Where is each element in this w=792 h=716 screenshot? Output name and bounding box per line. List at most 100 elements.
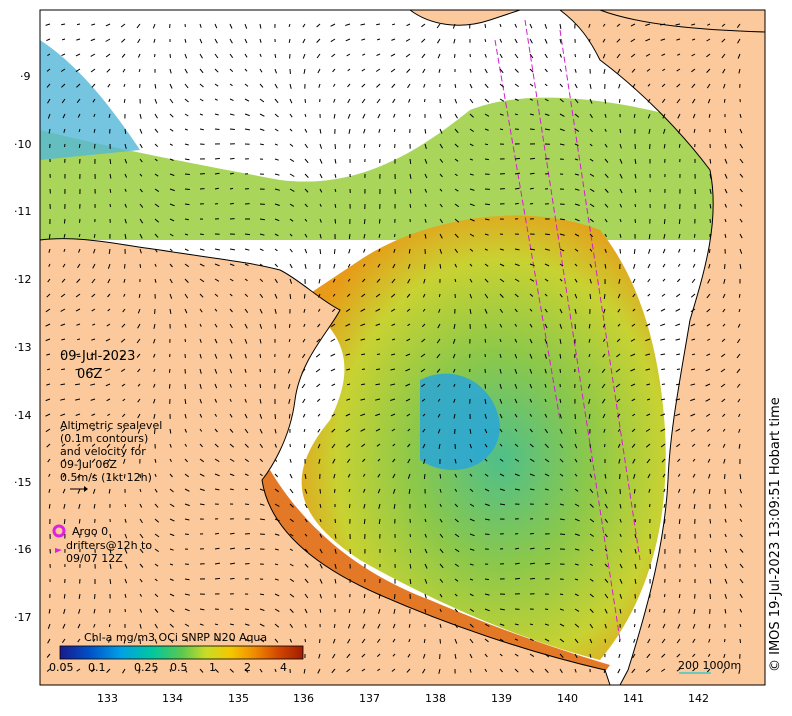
velocity-arrow	[529, 458, 535, 463]
velocity-arrow	[62, 488, 66, 494]
velocity-arrow	[46, 653, 51, 658]
velocity-arrow	[199, 503, 205, 506]
velocity-arrow	[677, 113, 681, 119]
velocity-arrow	[303, 308, 306, 313]
velocity-arrow	[739, 518, 743, 522]
velocity-arrow	[661, 653, 666, 658]
velocity-arrow	[391, 278, 396, 284]
velocity-arrow	[619, 233, 622, 238]
velocity-arrow	[154, 608, 159, 613]
velocity-arrow	[318, 293, 321, 298]
velocity-arrow	[738, 308, 741, 313]
velocity-arrow	[706, 668, 711, 673]
colorbar-tick-0.5: 0.5	[170, 661, 188, 674]
velocity-arrow	[139, 113, 142, 119]
velocity-arrow	[153, 398, 156, 404]
velocity-arrow	[559, 38, 562, 44]
velocity-arrow	[589, 638, 593, 644]
velocity-arrow	[93, 248, 96, 254]
velocity-arrow	[559, 533, 566, 535]
velocity-arrow	[363, 143, 366, 148]
velocity-arrow	[603, 428, 606, 433]
velocity-arrow	[616, 53, 621, 59]
velocity-arrow	[360, 413, 366, 417]
lat-label-11: ·11	[14, 205, 32, 218]
velocity-arrow	[739, 158, 744, 164]
velocity-arrow	[169, 218, 175, 222]
velocity-arrow	[153, 353, 156, 358]
velocity-arrow	[645, 338, 651, 342]
velocity-arrow	[574, 623, 580, 628]
velocity-arrow	[214, 293, 219, 297]
velocity-arrow	[333, 623, 336, 628]
velocity-arrow	[124, 158, 128, 164]
velocity-arrow	[630, 338, 636, 342]
velocity-arrow	[634, 533, 637, 539]
velocity-arrow	[544, 413, 548, 418]
velocity-arrow	[244, 547, 250, 550]
velocity-arrow	[544, 443, 549, 448]
velocity-arrow	[360, 323, 366, 327]
velocity-arrow	[274, 263, 279, 268]
velocity-arrow	[559, 308, 563, 314]
velocity-arrow	[229, 532, 235, 535]
velocity-arrow	[229, 248, 235, 251]
velocity-arrow	[675, 323, 681, 327]
velocity-arrow	[287, 383, 291, 389]
velocity-arrow	[618, 458, 621, 464]
velocity-arrow	[376, 443, 381, 447]
velocity-arrow	[137, 308, 141, 314]
velocity-arrow	[199, 38, 203, 44]
velocity-arrow	[154, 503, 159, 508]
velocity-arrow	[423, 458, 426, 464]
velocity-arrow	[169, 563, 174, 566]
velocity-arrow	[363, 128, 366, 134]
velocity-arrow	[288, 23, 291, 28]
velocity-arrow	[408, 638, 411, 643]
velocity-arrow	[529, 413, 533, 417]
velocity-arrow	[631, 428, 636, 433]
velocity-arrow	[724, 473, 726, 479]
velocity-arrow	[330, 338, 336, 342]
velocity-arrow	[589, 203, 595, 208]
velocity-arrow	[423, 473, 426, 479]
velocity-arrow	[214, 323, 218, 328]
velocity-arrow	[184, 518, 190, 521]
velocity-arrow	[123, 83, 126, 87]
velocity-arrow	[139, 623, 142, 629]
velocity-arrow	[559, 278, 563, 282]
velocity-arrow	[244, 68, 248, 72]
velocity-arrow	[274, 548, 279, 551]
velocity-arrow	[514, 187, 520, 190]
velocity-arrow	[617, 293, 621, 299]
velocity-arrow	[48, 263, 51, 267]
velocity-arrow	[499, 368, 502, 374]
velocity-arrow	[184, 308, 188, 314]
velocity-arrow	[124, 203, 127, 208]
velocity-arrow	[394, 233, 396, 238]
velocity-arrow	[259, 38, 262, 43]
velocity-arrow	[121, 53, 126, 58]
velocity-arrow	[723, 278, 726, 284]
velocity-arrow	[424, 143, 427, 149]
velocity-arrow	[274, 98, 279, 104]
velocity-arrow	[648, 608, 651, 613]
velocity-arrow	[678, 518, 681, 524]
velocity-arrow	[289, 128, 293, 132]
velocity-arrow	[60, 68, 66, 72]
copyright-label: © IMOS 19-Jul-2023 13:09:51 Hobart time	[768, 397, 783, 672]
velocity-arrow	[75, 413, 81, 416]
velocity-arrow	[574, 518, 580, 522]
velocity-arrow	[616, 338, 621, 343]
velocity-arrow	[259, 413, 263, 419]
velocity-arrow	[376, 83, 381, 88]
velocity-arrow	[484, 293, 489, 299]
velocity-arrow	[469, 383, 471, 388]
velocity-arrow	[544, 278, 549, 282]
velocity-arrow	[184, 428, 187, 433]
velocity-arrow	[107, 308, 111, 312]
velocity-arrow	[529, 488, 535, 491]
velocity-arrow	[405, 353, 411, 357]
velocity-arrow	[722, 68, 726, 74]
velocity-arrow	[121, 323, 126, 328]
